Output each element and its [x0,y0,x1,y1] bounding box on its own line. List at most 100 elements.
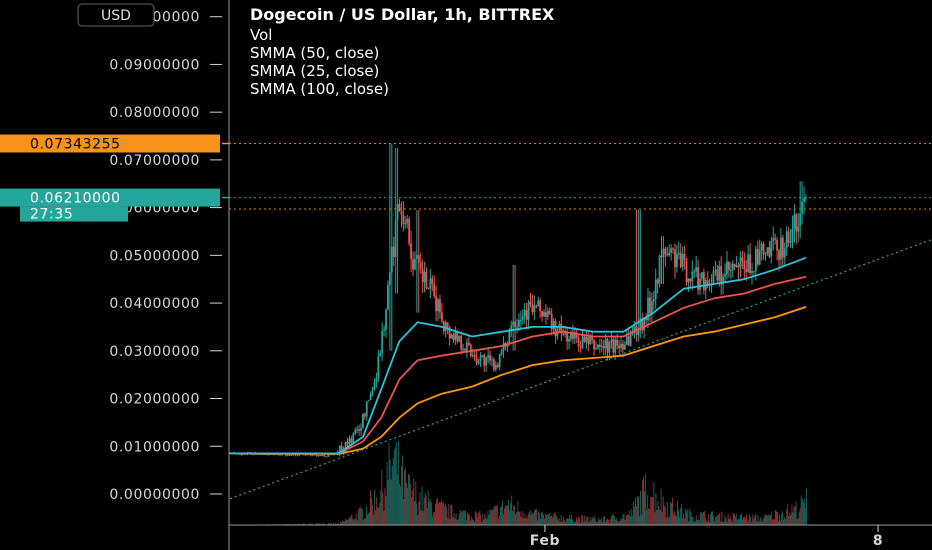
volume-bar [793,507,795,525]
volume-bar [763,516,765,525]
volume-bar [452,517,454,525]
candle [681,253,684,268]
y-tick-label: 0.00000000 [109,487,200,503]
candle [691,271,694,282]
volume-bar [718,514,720,525]
volume-bar [666,502,668,525]
volume-bar [391,465,393,525]
volume-bar [436,499,437,525]
candle [298,454,301,456]
currency-button-box[interactable] [77,3,155,27]
candle [774,238,777,240]
legend: Dogecoin / US Dollar, 1h, BITTREX Vol SM… [250,5,555,98]
volume-bar [539,512,540,525]
candle [560,323,563,334]
candle [533,305,536,313]
volume-bar [393,449,395,525]
candle [622,343,624,350]
volume-bar [702,511,704,525]
volume-bar [499,507,501,525]
candle [338,445,341,452]
volume-bar [512,511,514,525]
volume-bar [568,514,570,525]
volume-bar [531,512,533,525]
volume-bar [680,507,682,525]
candle [550,313,553,330]
candle [385,309,387,330]
volume-bar [560,514,562,525]
volume-bar [503,514,504,525]
currency-button[interactable]: USD [77,3,155,27]
candle [435,296,438,312]
volume-bar [547,514,549,525]
volume-bar [495,505,497,525]
volume-bar [488,514,490,525]
volume-bar [769,515,771,525]
candle [737,265,740,268]
volume-bar [330,523,332,525]
volume-bar [614,516,616,525]
candle [722,276,725,285]
trendline-group[interactable] [229,238,932,500]
volume-bar [777,511,778,525]
volume-bar [546,515,548,525]
candle [498,354,501,368]
volume-bar [444,505,446,525]
volume-bar [582,515,584,525]
volume-bar [668,516,670,525]
volume-bar [463,511,465,525]
candle [390,246,393,273]
candle [440,312,443,322]
volume-bar [726,521,728,525]
volume-bar [765,515,767,525]
volume-bar [594,518,596,525]
candle [716,269,719,281]
volume-bar [801,498,803,525]
volume-bar [534,509,536,525]
volume-bar [423,497,425,525]
smma100-line [229,306,807,455]
volume-bar [717,514,719,525]
volume-bar [767,514,769,525]
volume-bar [397,440,399,525]
volume-bar [405,467,406,525]
candle [275,454,278,456]
volume-bar [616,517,618,525]
volume-bar [317,523,319,525]
candle [273,454,276,456]
volume-bar [449,519,451,525]
volume-bar [583,521,585,525]
candle [535,305,538,307]
volume-bar [363,518,365,525]
volume-bar [709,521,710,525]
currency-button-label[interactable]: USD [101,8,131,24]
candle [362,414,364,428]
volume-bar [700,511,702,525]
volume-bar [664,507,666,525]
y-axis[interactable]: 0.100000000.090000000.080000000.07000000… [109,0,230,550]
volume-bar [379,502,381,525]
candle [795,214,798,232]
candle [675,254,678,268]
candle [475,356,478,364]
volume-bar [538,511,539,525]
volume-bar [451,504,453,525]
candle [350,438,353,443]
candle [571,331,574,339]
y-tick-label: 0.08000000 [109,105,200,121]
volume-bar [570,518,571,525]
x-axis[interactable]: Feb 8 [229,524,932,549]
high-price-tag-label: 0.07343255 [30,137,121,153]
volume-bar [629,516,631,525]
volume-bar [555,514,557,525]
volume-bar [607,518,608,525]
volume-bar [776,511,777,525]
candle [581,336,584,348]
candle [666,254,669,256]
volume-bar [420,510,422,525]
volume-bar [760,516,762,525]
candle [595,348,597,350]
candle [593,340,595,350]
